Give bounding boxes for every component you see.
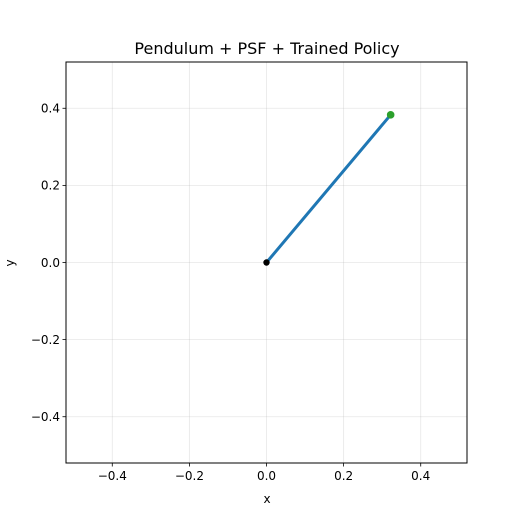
x-tick-label: 0.0	[257, 469, 276, 483]
grid	[66, 62, 467, 463]
x-tick-label: 0.4	[411, 469, 430, 483]
x-tick-label: 0.2	[334, 469, 353, 483]
y-axis: −0.4 −0.2 0.0 0.2 0.4	[31, 102, 66, 424]
y-tick-label: 0.2	[41, 179, 60, 193]
x-tick-label: −0.4	[98, 469, 127, 483]
y-tick-label: 0.0	[41, 256, 60, 270]
y-tick-label: −0.4	[31, 410, 60, 424]
pivot-point	[263, 259, 270, 266]
plot-marks	[263, 111, 395, 266]
x-tick-label: −0.2	[175, 469, 204, 483]
y-tick-label: −0.2	[31, 333, 60, 347]
pendulum-rod	[264, 112, 393, 265]
y-axis-label: y	[3, 259, 17, 266]
x-axis-label: x	[263, 492, 270, 506]
pendulum-bob	[386, 111, 395, 119]
y-tick-label: 0.4	[41, 102, 60, 116]
chart-title: Pendulum + PSF + Trained Policy	[134, 39, 399, 58]
x-axis: −0.4 −0.2 0.0 0.2 0.4	[98, 463, 430, 483]
